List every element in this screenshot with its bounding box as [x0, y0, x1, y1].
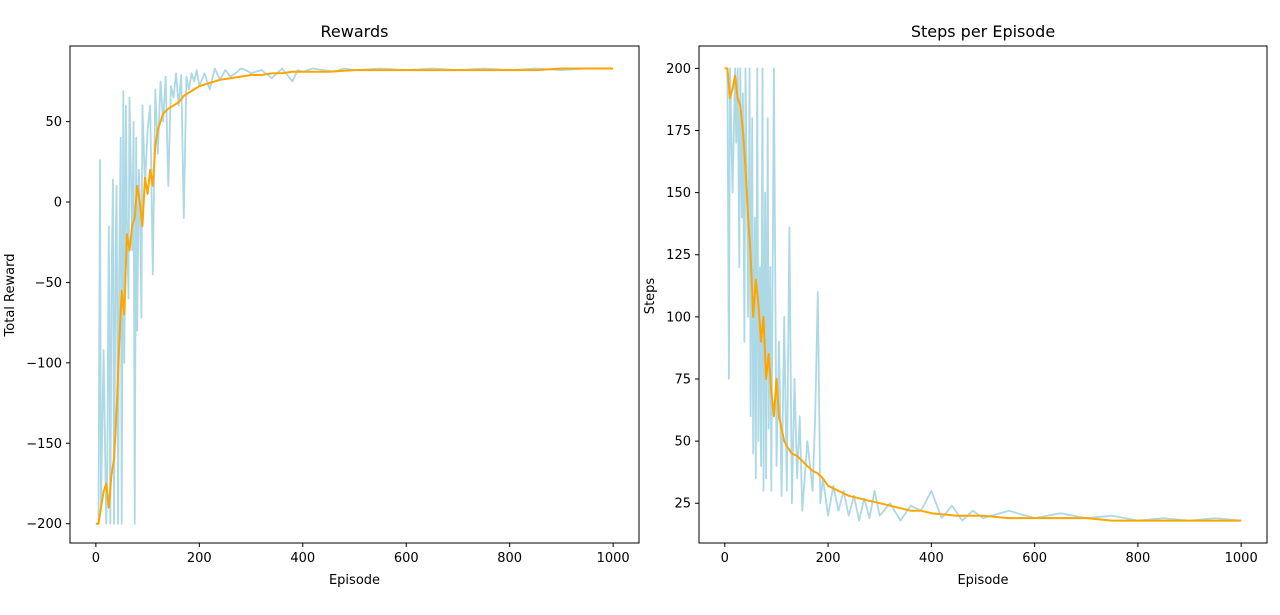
- steps-y-tick-label: 100: [666, 310, 691, 325]
- rewards-x-axis-label: Episode: [329, 573, 380, 588]
- steps-x-tick-label: 0: [721, 551, 729, 566]
- rewards-y-tick-label: −100: [26, 356, 62, 371]
- steps-y-tick-label: 200: [666, 62, 691, 77]
- rewards-series-line-raw: [95, 67, 614, 525]
- steps-plot-frame: [698, 45, 1268, 544]
- steps-x-tick-label: 400: [919, 551, 944, 566]
- rewards-y-axis-label: Total Reward: [3, 254, 18, 338]
- steps-chart: Steps per Episode Episode Steps 0 200 400 6…: [643, 22, 1268, 588]
- rewards-x-tick-label: 400: [290, 551, 315, 566]
- rewards-plot-frame: [69, 45, 640, 544]
- rewards-y-tick-label: 0: [54, 196, 62, 211]
- steps-y-tick-label: 25: [674, 497, 691, 512]
- rewards-y-tick-label: 50: [45, 115, 62, 130]
- rewards-y-tick-label: −200: [26, 517, 62, 532]
- steps-y-tick-label: 75: [674, 372, 691, 387]
- steps-chart-title: Steps per Episode: [911, 22, 1055, 41]
- steps-x-tick-label: 200: [816, 551, 841, 566]
- rewards-y-tick-label: −150: [26, 437, 62, 452]
- steps-x-axis-label: Episode: [957, 573, 1008, 588]
- rewards-series-line-smoothed: [95, 67, 614, 525]
- rewards-y-tick-label: −50: [35, 276, 62, 291]
- steps-series-line-smoothed: [724, 67, 1242, 522]
- steps-x-tick-label: 600: [1022, 551, 1047, 566]
- rewards-x-tick-label: 600: [394, 551, 419, 566]
- steps-x-tick-label: 800: [1125, 551, 1150, 566]
- rewards-x-tick-label: 0: [92, 551, 100, 566]
- steps-series-line-raw: [724, 67, 1242, 522]
- steps-y-tick-label: 175: [666, 124, 691, 139]
- steps-y-axis-label: Steps: [643, 278, 658, 315]
- rewards-chart: Rewards Episode Total Reward 0 200 400 600 8…: [3, 22, 640, 588]
- steps-y-tick-label: 50: [674, 435, 691, 450]
- rewards-x-tick-label: 1000: [597, 551, 630, 566]
- steps-x-tick-label: 1000: [1225, 551, 1258, 566]
- steps-y-tick-label: 125: [666, 248, 691, 263]
- rewards-x-tick-label: 200: [187, 551, 212, 566]
- rewards-chart-title: Rewards: [321, 22, 389, 41]
- rewards-x-tick-label: 800: [497, 551, 522, 566]
- steps-y-tick-label: 150: [666, 186, 691, 201]
